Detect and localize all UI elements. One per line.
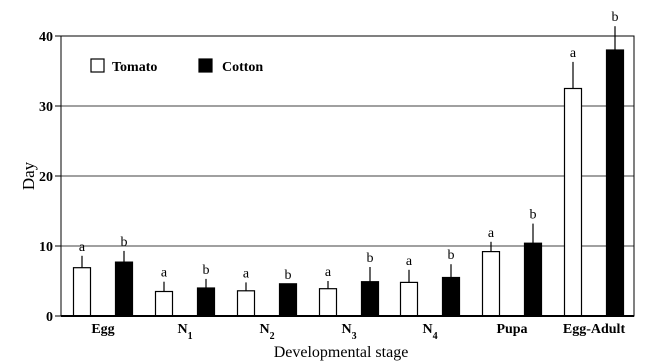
legend-swatch-cotton — [198, 58, 213, 73]
bar-tomato-1 — [154, 290, 174, 317]
significance-label: b — [448, 248, 455, 263]
significance-label: a — [243, 266, 250, 281]
x-tick-label: N4 — [422, 322, 437, 342]
x-tick-label: N1 — [177, 322, 192, 342]
bar-tomato-0 — [72, 267, 92, 317]
bar-tomato-5 — [481, 251, 501, 317]
bar-tomato-2 — [236, 290, 256, 317]
y-axis: 0 10 20 30 40 — [39, 30, 61, 325]
bar-tomato-6 — [563, 87, 583, 317]
x-tick-label: Egg-Adult — [563, 322, 626, 337]
y-tick-label: 30 — [39, 100, 53, 115]
y-axis-label: Day — [19, 161, 38, 190]
significance-label: a — [406, 254, 413, 269]
legend-label-tomato: Tomato — [112, 60, 157, 75]
bar-cotton-3 — [360, 281, 380, 317]
x-tick-label: Egg — [91, 322, 114, 337]
x-axis: Egg N1 N2 N3 N4 Pupa Egg-Adult — [61, 315, 634, 342]
significance-label: b — [367, 251, 374, 266]
y-tick-label: 40 — [39, 30, 53, 45]
bar-cotton-0 — [114, 261, 134, 317]
bar-cotton-1 — [196, 287, 216, 317]
bar-tomato-4 — [399, 281, 419, 317]
y-tick-label: 10 — [39, 240, 53, 255]
significance-label: a — [161, 266, 168, 281]
x-tick-label: N2 — [259, 322, 274, 342]
legend: Tomato Cotton — [90, 58, 263, 75]
y-tick-label: 0 — [46, 310, 53, 325]
legend-label-cotton: Cotton — [222, 60, 263, 75]
significance-label: a — [325, 265, 332, 280]
bar-cotton-4 — [441, 276, 461, 317]
significance-label: b — [285, 268, 292, 283]
bars: a b a b a b a b a b a b a b — [72, 10, 625, 317]
x-axis-label: Developmental stage — [274, 344, 409, 361]
significance-label: a — [488, 226, 495, 241]
bar-tomato-3 — [318, 288, 338, 317]
x-tick-label: Pupa — [496, 322, 527, 337]
gridlines — [60, 35, 635, 317]
significance-label: a — [79, 240, 86, 255]
bar-cotton-5 — [523, 242, 543, 317]
bar-cotton-6 — [605, 49, 625, 317]
significance-label: a — [570, 46, 577, 61]
y-tick-label: 20 — [39, 170, 53, 185]
legend-swatch-tomato — [90, 58, 105, 73]
significance-label: b — [121, 235, 128, 250]
significance-label: b — [203, 263, 210, 278]
x-tick-label: N3 — [341, 322, 356, 342]
bar-cotton-2 — [278, 283, 298, 317]
significance-label: b — [612, 10, 619, 25]
significance-label: b — [530, 208, 537, 223]
